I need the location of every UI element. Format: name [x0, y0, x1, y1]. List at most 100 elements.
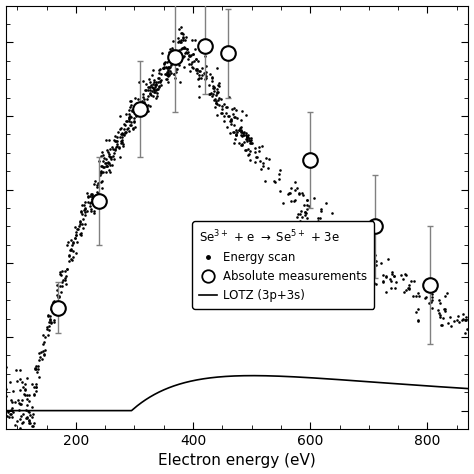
- Point: [162, 59, 169, 66]
- Point: [404, 284, 412, 292]
- Point: [333, 225, 340, 233]
- Point: [252, 153, 260, 161]
- Point: [225, 93, 233, 101]
- Point: [53, 281, 61, 289]
- Point: [231, 113, 239, 121]
- Point: [23, 395, 31, 402]
- Point: [57, 271, 64, 279]
- Point: [388, 268, 396, 275]
- Point: [127, 121, 135, 128]
- Point: [189, 36, 196, 44]
- Point: [111, 146, 119, 154]
- Point: [122, 110, 129, 118]
- Point: [29, 410, 36, 418]
- Point: [243, 133, 250, 140]
- Point: [255, 147, 263, 155]
- Point: [53, 301, 60, 309]
- Point: [251, 144, 258, 152]
- Point: [45, 327, 53, 334]
- Point: [192, 66, 200, 74]
- Point: [99, 157, 107, 164]
- Point: [145, 84, 152, 91]
- Point: [88, 193, 96, 201]
- Point: [97, 178, 104, 185]
- Point: [164, 58, 171, 65]
- Point: [178, 45, 186, 52]
- Point: [323, 237, 330, 245]
- Point: [332, 236, 340, 243]
- Point: [453, 316, 461, 324]
- Point: [135, 99, 142, 106]
- Point: [227, 115, 235, 123]
- Point: [164, 66, 172, 74]
- Point: [346, 248, 353, 255]
- Point: [383, 272, 390, 279]
- Point: [40, 338, 47, 346]
- Point: [99, 151, 107, 159]
- Point: [7, 378, 14, 385]
- Point: [33, 383, 40, 391]
- Point: [186, 52, 194, 60]
- Point: [246, 147, 254, 155]
- Point: [124, 125, 132, 132]
- Point: [434, 306, 442, 314]
- Point: [25, 418, 33, 425]
- Point: [170, 37, 177, 45]
- Point: [175, 61, 183, 69]
- Point: [45, 311, 52, 319]
- Point: [78, 221, 86, 228]
- Point: [71, 235, 79, 242]
- Point: [224, 113, 232, 120]
- Point: [185, 55, 192, 63]
- Point: [117, 153, 124, 160]
- Point: [31, 439, 38, 447]
- Point: [303, 197, 311, 204]
- Point: [161, 64, 168, 72]
- Point: [237, 117, 245, 124]
- Point: [127, 113, 135, 121]
- Point: [91, 177, 99, 184]
- Point: [239, 131, 247, 138]
- Point: [23, 414, 30, 421]
- Point: [152, 94, 159, 102]
- Point: [17, 412, 25, 419]
- Point: [110, 155, 118, 163]
- Point: [5, 413, 12, 420]
- Point: [139, 77, 147, 85]
- Point: [223, 124, 230, 131]
- Point: [152, 82, 159, 89]
- Point: [372, 280, 380, 287]
- Point: [405, 282, 412, 289]
- Point: [86, 202, 93, 210]
- X-axis label: Electron energy (eV): Electron energy (eV): [158, 454, 316, 468]
- Point: [184, 48, 192, 56]
- Point: [117, 139, 124, 146]
- Point: [237, 131, 245, 139]
- Point: [352, 244, 359, 251]
- Point: [222, 103, 230, 110]
- Point: [180, 36, 187, 44]
- Point: [118, 130, 126, 137]
- Point: [213, 64, 221, 72]
- Point: [462, 317, 470, 324]
- Point: [422, 293, 429, 301]
- Point: [76, 218, 83, 226]
- Point: [198, 71, 206, 79]
- Point: [36, 354, 44, 361]
- Point: [19, 410, 27, 418]
- Point: [80, 206, 88, 214]
- Point: [67, 246, 74, 253]
- Point: [126, 98, 133, 105]
- Point: [28, 380, 36, 388]
- Point: [27, 434, 35, 442]
- Point: [346, 249, 354, 256]
- Point: [328, 210, 336, 217]
- Point: [23, 413, 30, 420]
- Point: [160, 59, 167, 66]
- Point: [291, 197, 299, 204]
- Point: [428, 296, 436, 303]
- Point: [189, 50, 197, 58]
- Point: [129, 125, 137, 133]
- Point: [125, 113, 133, 120]
- Point: [126, 127, 133, 135]
